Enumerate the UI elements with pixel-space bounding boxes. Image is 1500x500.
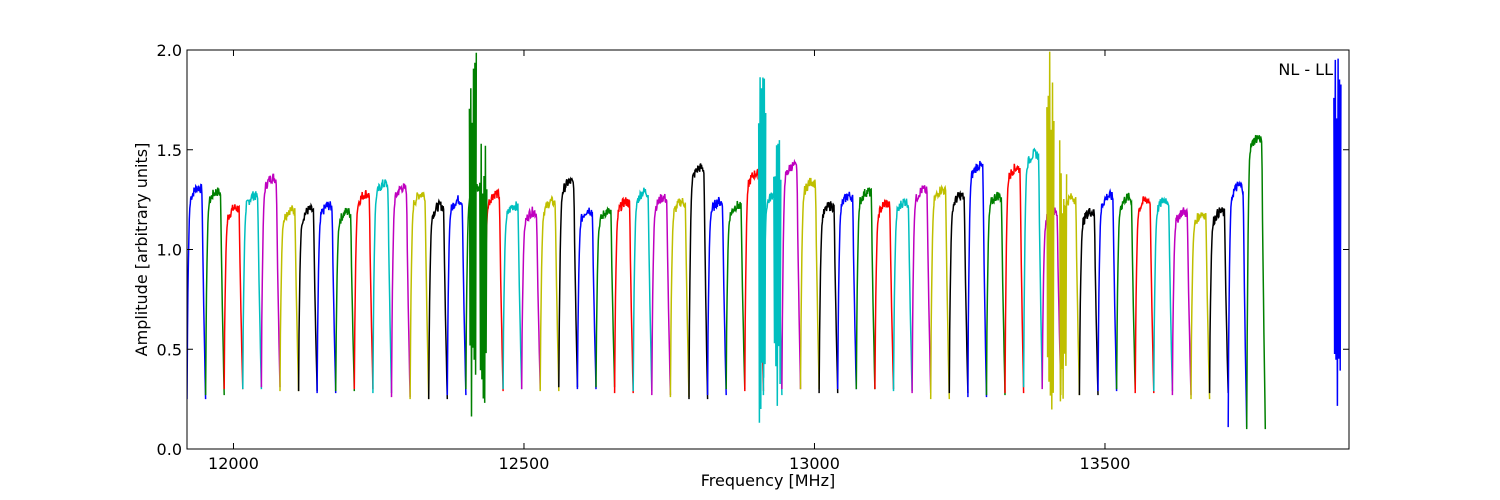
spectrum-band — [1022, 147, 1043, 388]
spectrum-band — [1115, 192, 1136, 390]
spectrum-band — [353, 189, 374, 390]
rfi-spike — [1046, 51, 1055, 410]
rfi-spike — [479, 143, 488, 403]
x-tick-label: 12000 — [208, 454, 259, 473]
spectrum-band — [1078, 208, 1099, 396]
spectrum-band — [967, 160, 988, 398]
y-tick-label: 0.0 — [157, 440, 182, 459]
rfi-spike — [468, 52, 478, 417]
spectrum-band — [334, 207, 356, 392]
spectrum-band — [725, 200, 746, 390]
spectrum-band — [781, 158, 802, 390]
spectrum-band — [818, 201, 839, 394]
spectrum-band — [1245, 134, 1267, 430]
rfi-spike — [1333, 58, 1342, 406]
spectrum-band — [595, 206, 616, 388]
spectrum-band — [520, 206, 541, 390]
spectrum-band — [539, 194, 560, 392]
spectrum-band — [409, 191, 430, 400]
x-tick-label: 13000 — [789, 454, 840, 473]
spectrum-band — [1097, 188, 1118, 392]
spectrum-band — [1004, 163, 1025, 394]
spectrum-band — [427, 198, 449, 400]
y-tick-label: 0.5 — [157, 340, 182, 359]
spectrum-band — [502, 201, 523, 390]
spectrum-band — [372, 178, 393, 394]
spectrum-band — [483, 187, 504, 392]
spectrum-band — [260, 173, 281, 388]
spectrum-band — [187, 183, 207, 400]
x-axis-label: Frequency [MHz] — [701, 471, 835, 490]
spectrum-band — [279, 205, 300, 392]
spectrum-band — [985, 191, 1006, 396]
plot-annotation: NL - LL — [1278, 60, 1333, 79]
rfi-spike — [757, 77, 767, 423]
y-axis-label: Amplitude [arbitrary units] — [132, 143, 151, 357]
spectrum-band — [706, 196, 727, 396]
rfi-spike — [1058, 140, 1068, 402]
y-tick-label: 2.0 — [157, 41, 182, 60]
spectrum-band — [855, 187, 876, 390]
spectrum-band — [613, 196, 634, 394]
y-tick-label: 1.0 — [157, 241, 182, 260]
spectrum-band — [223, 204, 244, 390]
x-tick-label: 12500 — [499, 454, 550, 473]
spectrum-band — [836, 191, 858, 390]
y-tick-label: 1.5 — [157, 141, 182, 160]
series-lines — [187, 51, 1342, 430]
spectrum-band — [316, 201, 337, 394]
spectrum-band — [1171, 207, 1192, 396]
spectrum-band — [1227, 180, 1248, 428]
axes: 12000 12500 13000 13500 0.0 0.5 1.0 1.5 2.0 — [157, 41, 1350, 473]
spectrum-band — [911, 185, 932, 394]
x-tick-label: 13500 — [1080, 454, 1131, 473]
spectrum-band — [446, 195, 467, 396]
spectrum-band — [874, 198, 895, 390]
rfi-spike — [773, 140, 782, 406]
spectrum-band — [688, 163, 709, 400]
spectrum-band — [948, 190, 969, 394]
spectrum-band — [669, 198, 690, 398]
spectrum-band — [651, 193, 672, 396]
spectrum-band — [1190, 212, 1211, 400]
spectrum-band — [632, 187, 653, 392]
spectrum-band — [799, 177, 820, 390]
spectrum-band — [1134, 195, 1155, 394]
spectrum-band — [204, 187, 225, 396]
spectrum-band — [297, 202, 318, 392]
spectrum-band — [242, 191, 263, 390]
spectrum-band — [892, 197, 913, 392]
spectrum-band — [390, 183, 411, 398]
spectrum-band — [1153, 196, 1174, 392]
spectrum-band — [558, 176, 579, 388]
spectrum-band — [929, 184, 951, 400]
spectrum-band — [1208, 207, 1229, 394]
spectrum-band — [576, 207, 597, 390]
